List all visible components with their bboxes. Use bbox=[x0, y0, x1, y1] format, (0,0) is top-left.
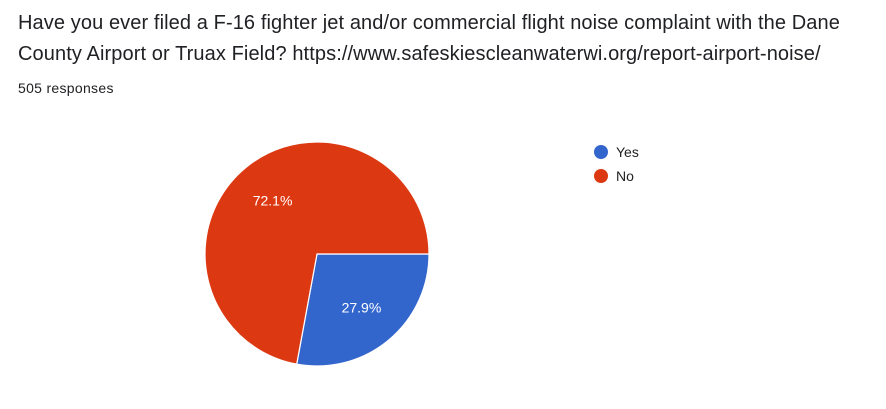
pie-label-yes: 27.9% bbox=[342, 299, 382, 315]
pie-slice-yes bbox=[296, 253, 430, 367]
legend-item-no: No bbox=[594, 164, 639, 188]
question-title: Have you ever filed a F-16 fighter jet a… bbox=[18, 12, 840, 65]
legend-label-yes: Yes bbox=[616, 144, 639, 160]
pie-slice-no bbox=[204, 141, 430, 365]
legend-item-yes: Yes bbox=[594, 140, 639, 164]
response-count: 505 responses bbox=[18, 80, 114, 96]
legend-swatch-no bbox=[594, 169, 608, 183]
legend-swatch-yes bbox=[594, 145, 608, 159]
pie-label-no: 72.1% bbox=[253, 193, 293, 209]
chart-legend: Yes No bbox=[594, 140, 639, 188]
legend-label-no: No bbox=[616, 168, 634, 184]
